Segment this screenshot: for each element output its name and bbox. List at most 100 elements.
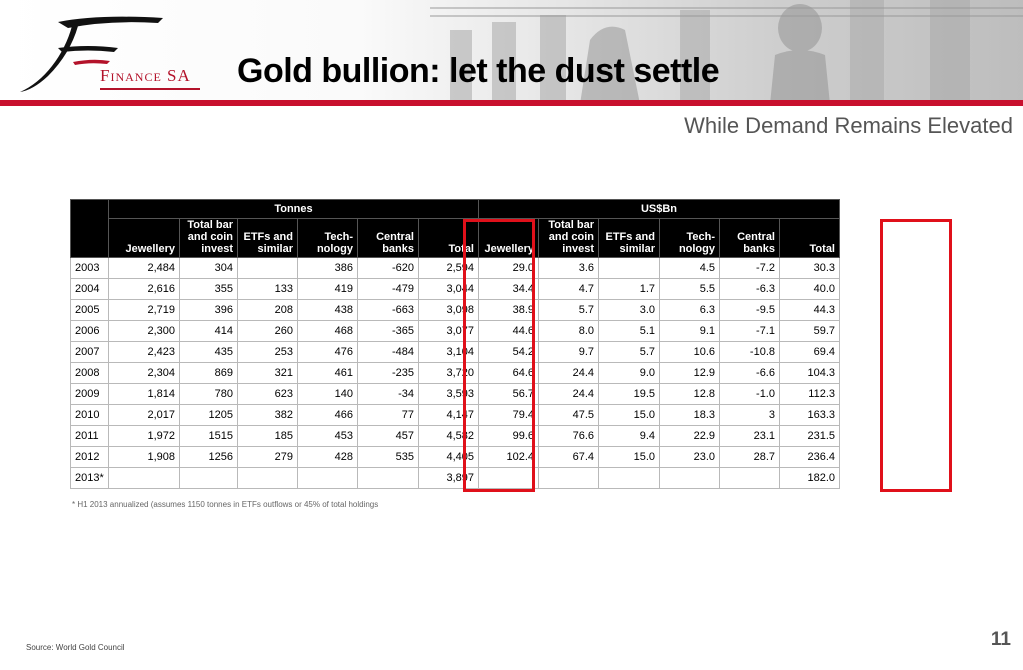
value-cell: 3 — [719, 404, 780, 426]
column-header: Tech-nology — [297, 218, 358, 258]
value-cell: 1.7 — [598, 278, 660, 300]
value-cell: 461 — [297, 362, 358, 384]
value-cell — [719, 467, 780, 489]
value-cell: 386 — [297, 257, 358, 279]
value-cell: 869 — [179, 362, 238, 384]
column-header-line: banks — [743, 243, 775, 255]
value-cell: 104.3 — [779, 362, 840, 384]
value-cell: 8.0 — [538, 320, 599, 342]
column-header-line: Tech- — [686, 231, 715, 243]
table-row: 2010 2,017 1205 382 466 77 4,147 79.4 47.5 15.0 18… — [70, 404, 840, 426]
table-row: 2011 1,972 1515 185 453 457 4,582 99.6 76.6 9.4 22… — [70, 425, 840, 447]
value-cell: 47.5 — [538, 404, 599, 426]
accent-divider — [0, 100, 1023, 106]
value-cell: 140 — [297, 383, 358, 405]
value-cell: 476 — [297, 341, 358, 363]
column-header: Total — [779, 218, 840, 258]
usbn-total-highlight — [880, 219, 952, 492]
value-cell: 438 — [297, 299, 358, 321]
value-cell: 396 — [179, 299, 238, 321]
column-header-line: ETFs and — [605, 231, 655, 243]
year-cell: 2005 — [70, 299, 109, 321]
footnote: * H1 2013 annualized (assumes 1150 tonne… — [72, 500, 379, 509]
value-cell: 208 — [237, 299, 298, 321]
value-cell: 23.1 — [719, 425, 780, 447]
column-header: Total bar and coin invest — [538, 218, 599, 258]
column-header: ETFs and similar — [237, 218, 298, 258]
table-row: 2012 1,908 1256 279 428 535 4,405 102.4 67.4 15.0… — [70, 446, 840, 468]
header-band: Finance SA Gold bullion: let the dust se… — [0, 0, 1023, 104]
value-cell: 44.6 — [478, 320, 539, 342]
value-cell: 321 — [237, 362, 298, 384]
column-header-row: Jewellery Total bar and coin invest ETFs and… — [71, 218, 840, 258]
page-title: Gold bullion: let the dust settle — [237, 52, 720, 90]
value-cell: -1.0 — [719, 383, 780, 405]
value-cell: -663 — [357, 299, 419, 321]
value-cell: -34 — [357, 383, 419, 405]
value-cell: 457 — [357, 425, 419, 447]
value-cell: -235 — [357, 362, 419, 384]
value-cell: 5.5 — [659, 278, 720, 300]
value-cell: 59.7 — [779, 320, 840, 342]
column-header-line: Tech- — [324, 231, 353, 243]
column-header: Total — [418, 218, 479, 258]
value-cell: 236.4 — [779, 446, 840, 468]
value-cell: 19.5 — [598, 383, 660, 405]
value-cell: 435 — [179, 341, 238, 363]
year-cell: 2012 — [70, 446, 109, 468]
table-row: 2007 2,423 435 253 476 -484 3,104 54.2 9.7 5.7 10.… — [70, 341, 840, 363]
page-subtitle: While Demand Remains Elevated — [684, 113, 1013, 138]
value-cell: 67.4 — [538, 446, 599, 468]
value-cell: 419 — [297, 278, 358, 300]
column-header: Jewellery — [108, 218, 180, 258]
value-cell: 780 — [179, 383, 238, 405]
value-cell: 414 — [179, 320, 238, 342]
value-cell: 69.4 — [779, 341, 840, 363]
year-cell: 2003 — [70, 257, 109, 279]
table-row: 2009 1,814 780 623 140 -34 3,593 56.7 24.4 19.5 12… — [70, 383, 840, 405]
table-row: 2003 2,484 304 386 -620 2,594 29.0 3.6 4.5 -7.2 30… — [70, 257, 840, 279]
column-header-line: banks — [382, 243, 414, 255]
value-cell: 4.5 — [659, 257, 720, 279]
value-cell: 2,017 — [108, 404, 180, 426]
value-cell: 466 — [297, 404, 358, 426]
value-cell: 185 — [237, 425, 298, 447]
value-cell: 9.4 — [598, 425, 660, 447]
value-cell: 76.6 — [538, 425, 599, 447]
column-header-line: and coin — [187, 231, 233, 243]
column-header-line: invest — [562, 243, 594, 255]
value-cell — [598, 257, 660, 279]
value-cell: 2,300 — [108, 320, 180, 342]
year-cell: 2006 — [70, 320, 109, 342]
value-cell: 9.1 — [659, 320, 720, 342]
value-cell: 18.3 — [659, 404, 720, 426]
value-cell: 304 — [179, 257, 238, 279]
value-cell: 9.0 — [598, 362, 660, 384]
column-header-line: invest — [201, 243, 233, 255]
value-cell: -365 — [357, 320, 419, 342]
value-cell: 231.5 — [779, 425, 840, 447]
year-cell: 2009 — [70, 383, 109, 405]
value-cell: 12.9 — [659, 362, 720, 384]
value-cell: 1,814 — [108, 383, 180, 405]
year-cell: 2011 — [70, 425, 109, 447]
page-number: 11 — [990, 629, 1011, 650]
value-cell: 44.3 — [779, 299, 840, 321]
table-body: 2003 2,484 304 386 -620 2,594 29.0 3.6 4.5 -7.2 30… — [70, 257, 840, 489]
value-cell: 28.7 — [719, 446, 780, 468]
value-cell — [297, 467, 358, 489]
column-header: Central banks — [719, 218, 780, 258]
value-cell: 40.0 — [779, 278, 840, 300]
value-cell: -7.2 — [719, 257, 780, 279]
value-cell: -484 — [357, 341, 419, 363]
value-cell: 428 — [297, 446, 358, 468]
value-cell: 382 — [237, 404, 298, 426]
column-header-line: Jewellery — [484, 243, 534, 255]
value-cell: 2,423 — [108, 341, 180, 363]
value-cell: 1205 — [179, 404, 238, 426]
table-row: 2005 2,719 396 208 438 -663 3,098 38.9 5.7 3.0 6.3… — [70, 299, 840, 321]
value-cell: 1,908 — [108, 446, 180, 468]
value-cell: 133 — [237, 278, 298, 300]
value-cell: 2,616 — [108, 278, 180, 300]
value-cell: 6.3 — [659, 299, 720, 321]
